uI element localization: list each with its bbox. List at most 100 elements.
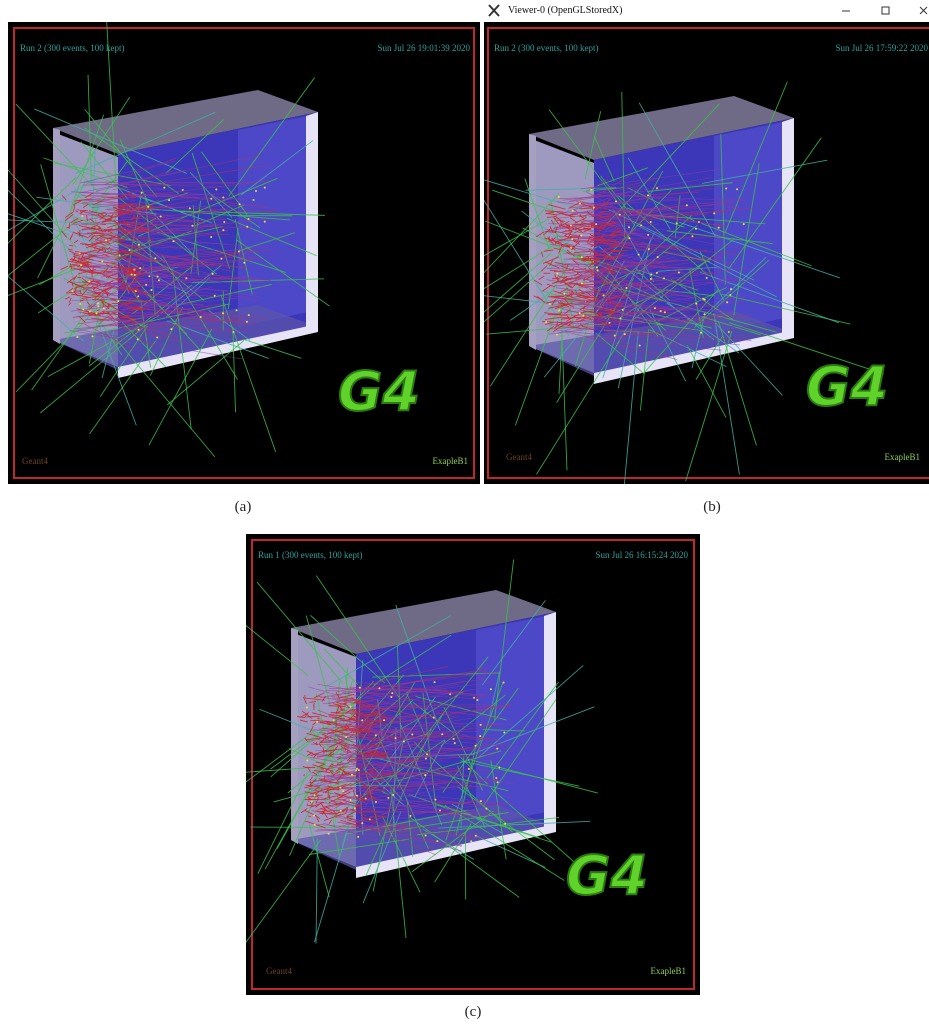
step-point [638,254,640,256]
step-point [624,333,626,335]
step-point [433,716,435,718]
step-point [129,249,131,251]
step-point [264,221,266,223]
electron-track [94,248,95,249]
box-edge-right [544,612,556,831]
step-point [82,308,84,310]
step-point [134,274,136,276]
close-button[interactable] [920,7,927,14]
step-point [314,794,316,796]
step-point [89,310,91,312]
gamma-track [246,840,321,974]
step-point [474,745,476,747]
step-point [328,833,330,835]
step-point [391,692,393,694]
electron-track [308,801,310,802]
step-point [236,309,238,311]
step-point [200,316,202,318]
step-point [223,221,225,223]
step-point [210,236,212,238]
step-point [619,317,621,319]
step-point [695,228,697,230]
step-point [154,257,156,259]
step-point [558,196,560,198]
step-point [650,278,652,280]
step-point [119,254,121,256]
step-point [246,321,248,323]
step-point [157,275,159,277]
step-point [103,307,105,309]
step-point [480,800,482,802]
electron-track [570,259,590,260]
date-label: Sun Jul 26 17:59:22 2020 [835,43,928,53]
step-point [640,224,642,226]
step-point [558,310,560,312]
step-point [718,227,720,229]
step-point [664,311,666,313]
step-point [139,267,141,269]
step-point [369,818,371,820]
step-point [350,799,352,801]
step-point [403,741,405,743]
step-point [97,302,99,304]
step-point [490,688,492,690]
date-label: Sun Jul 26 19:01:39 2020 [377,43,470,53]
step-point [426,753,428,755]
step-point [439,810,441,812]
scene: G4 Run 1 (300 events, 100 kept) Sun Jul … [246,534,700,995]
step-point [378,687,380,689]
step-point [97,305,99,307]
step-point [387,797,389,799]
step-point [639,345,641,347]
step-point [729,294,731,296]
step-point [597,269,599,271]
step-point [654,307,656,309]
step-point [713,212,715,214]
step-point [468,768,470,770]
step-point [702,298,704,300]
step-point [656,272,658,274]
step-point [170,328,172,330]
step-point [449,693,451,695]
step-point [441,733,443,735]
step-point [495,777,497,779]
viewer-panel-c: G4 Run 1 (300 events, 100 kept) Sun Jul … [246,534,700,995]
step-point [549,303,551,305]
step-point [628,237,630,239]
g4-logo: G4 [566,844,648,907]
run-label: Run 1 (300 events, 100 kept) [258,550,362,560]
step-point [395,737,397,739]
step-point [647,234,649,236]
step-point [79,252,81,254]
electron-track [69,223,70,229]
step-point [173,240,175,242]
step-point [570,246,572,248]
step-point [358,769,360,771]
step-point [619,214,621,216]
step-point [145,284,147,286]
step-point [678,272,680,274]
step-point [168,199,170,201]
step-point [150,289,152,291]
step-point [579,202,581,204]
step-point [210,198,212,200]
step-point [725,187,727,189]
step-point [497,781,499,783]
step-point [365,797,367,799]
step-point [556,272,558,274]
step-point [361,719,363,721]
step-point [608,322,610,324]
step-point [375,801,377,803]
step-point [189,207,191,209]
electron-track [131,201,132,202]
step-point [340,810,342,812]
step-point [473,697,475,699]
maximize-button[interactable] [882,7,889,14]
scene: G4 Run 2 (300 events, 100 kept) Sun Jul … [484,22,929,484]
step-point [650,274,652,276]
step-point [411,733,413,735]
step-point [355,769,357,771]
step-point [182,189,184,191]
window-title: Viewer-0 (OpenGLStoredX) [508,5,622,16]
step-point [333,719,335,721]
